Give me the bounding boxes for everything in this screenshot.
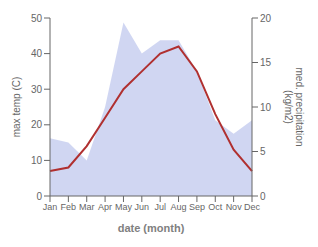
svg-text:Sep: Sep <box>189 202 205 212</box>
svg-text:Nov: Nov <box>226 202 243 212</box>
svg-text:Jul: Jul <box>154 202 166 212</box>
svg-text:5: 5 <box>260 146 266 157</box>
svg-text:May: May <box>115 202 133 212</box>
svg-text:Aug: Aug <box>171 202 187 212</box>
svg-text:0: 0 <box>36 191 42 202</box>
svg-text:15: 15 <box>260 57 272 68</box>
svg-text:10: 10 <box>31 155 43 166</box>
svg-text:50: 50 <box>31 13 43 24</box>
svg-text:0: 0 <box>260 191 266 202</box>
svg-text:Oct: Oct <box>208 202 223 212</box>
svg-text:20: 20 <box>260 13 272 24</box>
svg-text:20: 20 <box>31 119 43 130</box>
svg-text:med. precipitation(kg/m2): med. precipitation(kg/m2) <box>283 68 305 147</box>
svg-text:date (month): date (month) <box>118 222 185 234</box>
svg-text:Apr: Apr <box>98 202 112 212</box>
svg-text:10: 10 <box>260 102 272 113</box>
svg-text:30: 30 <box>31 84 43 95</box>
svg-text:Feb: Feb <box>61 202 77 212</box>
svg-text:Mar: Mar <box>79 202 95 212</box>
svg-text:max temp (C): max temp (C) <box>11 77 22 138</box>
svg-text:Dec: Dec <box>244 202 261 212</box>
svg-text:40: 40 <box>31 48 43 59</box>
svg-text:Jun: Jun <box>135 202 150 212</box>
svg-text:Jan: Jan <box>43 202 58 212</box>
